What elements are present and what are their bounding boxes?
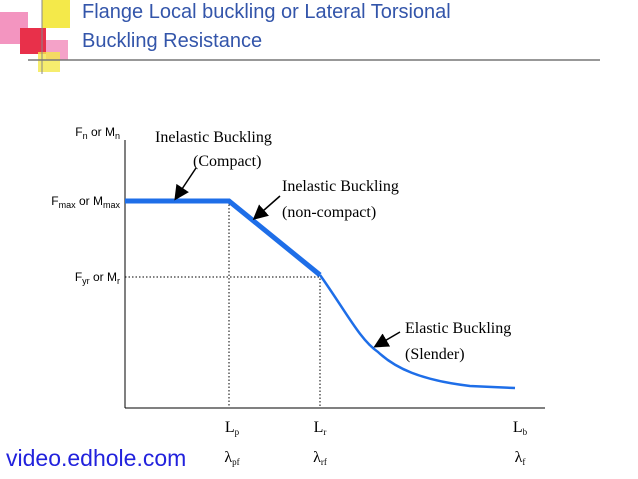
label: Fn or Mn xyxy=(75,125,120,141)
label-part: L xyxy=(225,419,235,436)
label: Fyr or Mr xyxy=(75,270,120,286)
annotation: Inelastic Buckling xyxy=(282,178,399,195)
annotation: (non-compact) xyxy=(282,204,376,221)
label: λpf xyxy=(224,449,239,467)
subscript: pf xyxy=(232,457,240,467)
label: Lb xyxy=(513,419,528,437)
label-part: F xyxy=(75,125,82,139)
subscript: p xyxy=(235,427,240,437)
subscript: yr xyxy=(82,276,90,286)
curve-elastic xyxy=(318,274,516,390)
label-part: F xyxy=(75,270,82,284)
label: λrf xyxy=(313,449,327,467)
label: Lr xyxy=(314,419,327,437)
label-part: L xyxy=(314,419,324,436)
logo-squares xyxy=(0,0,600,74)
annotation: (Compact) xyxy=(193,153,261,170)
label-part: or M xyxy=(76,194,103,208)
label-part: or M xyxy=(88,125,115,139)
subscript: f xyxy=(522,457,525,467)
label: λf xyxy=(515,449,526,467)
title-line: Flange Local buckling or Lateral Torsion… xyxy=(82,1,451,23)
title-line: Buckling Resistance xyxy=(82,30,262,52)
subscript: n xyxy=(83,131,88,141)
annotation: (Slender) xyxy=(405,346,465,363)
arrow xyxy=(174,167,197,201)
label-part: or M xyxy=(90,270,117,284)
subscript: b xyxy=(523,427,528,437)
subscript: n xyxy=(115,131,120,141)
arrow xyxy=(252,195,281,220)
label: Lp xyxy=(225,419,240,437)
annotation: Inelastic Buckling xyxy=(155,129,272,146)
label-part: λ xyxy=(224,449,232,466)
label: Fmax or Mmax xyxy=(51,194,120,210)
arrow xyxy=(373,331,401,348)
label-part: F xyxy=(51,194,58,208)
label-part: L xyxy=(513,419,523,436)
subscript: r xyxy=(117,276,120,286)
subscript: rf xyxy=(321,457,327,467)
subscript: max xyxy=(59,200,77,210)
label-part: λ xyxy=(515,449,523,466)
subscript: r xyxy=(323,427,326,437)
label-part: λ xyxy=(313,449,321,466)
curve-inelastic xyxy=(125,198,322,277)
subscript: max xyxy=(103,200,121,210)
watermark: video.edhole.com xyxy=(6,445,186,471)
annotation: Elastic Buckling xyxy=(405,320,511,337)
